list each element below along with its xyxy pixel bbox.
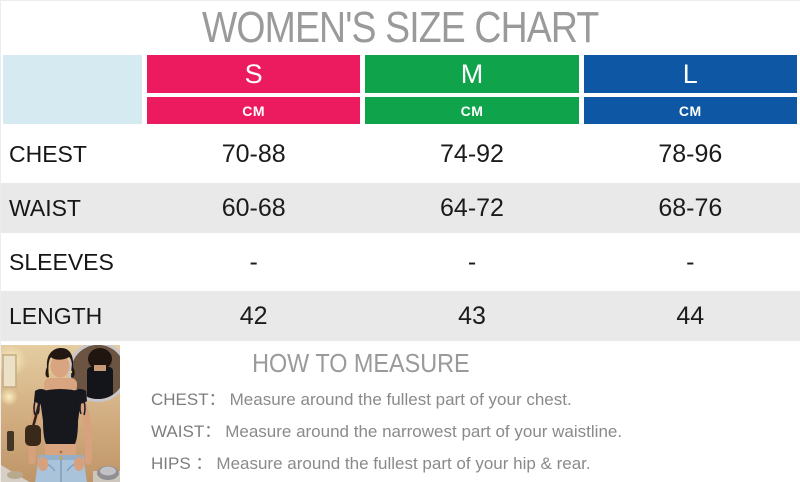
measure-text: Measure around the narrowest part of you… bbox=[225, 422, 623, 441]
table-row-chest: CHEST 70-88 74-92 78-96 bbox=[1, 129, 800, 179]
page-title: WOMEN'S SIZE CHART bbox=[1, 1, 800, 55]
table-row-sleeves: SLEEVES - - - bbox=[1, 237, 800, 287]
face bbox=[50, 354, 70, 378]
cell-sleeves-l: - bbox=[686, 247, 695, 276]
corner-cell bbox=[3, 55, 142, 124]
measure-label: HIPS ： bbox=[151, 454, 213, 473]
unit-header-row: CM CM CM bbox=[1, 97, 800, 124]
midriff bbox=[45, 444, 76, 456]
size-header-s: S bbox=[147, 55, 361, 93]
size-header-m: M bbox=[365, 55, 579, 93]
measure-line-chest: CHEST： Measure around the fullest part of… bbox=[151, 389, 572, 410]
measure-line-hips: HIPS ： Measure around the fullest part of… bbox=[151, 453, 591, 474]
row-label: CHEST bbox=[9, 140, 87, 167]
cell-length-l: 44 bbox=[676, 301, 705, 330]
cell-chest-l: 78-96 bbox=[658, 139, 723, 168]
sleeve-tie bbox=[79, 400, 86, 416]
shelf-object bbox=[7, 431, 14, 451]
how-to-measure-title: HOW TO MEASURE bbox=[252, 348, 470, 378]
cell-sleeves-s: - bbox=[249, 247, 258, 276]
row-label: SLEEVES bbox=[9, 248, 114, 275]
size-table-body: CHEST 70-88 74-92 78-96 WAIST 60-68 64-7… bbox=[1, 129, 800, 341]
unit-header-m: CM bbox=[365, 97, 579, 124]
jeans-button bbox=[59, 456, 63, 460]
sleeve-tie bbox=[33, 400, 40, 416]
model-photo bbox=[1, 345, 120, 482]
table-row-length: LENGTH 42 43 44 bbox=[1, 291, 800, 341]
navel bbox=[59, 450, 63, 454]
cell-length-s: 42 bbox=[239, 301, 268, 330]
measure-instructions: HOW TO MEASURE CHEST： Measure around the … bbox=[151, 345, 622, 474]
hair bbox=[45, 348, 75, 378]
table-row-waist: WAIST 60-68 64-72 68-76 bbox=[1, 183, 800, 233]
unit-header-l: CM bbox=[583, 97, 797, 124]
cell-waist-m: 64-72 bbox=[440, 193, 504, 222]
handbag bbox=[25, 425, 41, 446]
size-header-l: L bbox=[583, 55, 797, 93]
measure-text: Measure around the fullest part of your … bbox=[229, 390, 572, 409]
window-frame bbox=[2, 354, 17, 388]
cell-chest-m: 74-92 bbox=[440, 139, 504, 168]
measure-line-waist: WAIST： Measure around the narrowest part … bbox=[151, 421, 622, 442]
how-to-measure-section: HOW TO MEASURE CHEST： Measure around the … bbox=[1, 345, 800, 482]
model-figure bbox=[25, 348, 93, 482]
cell-waist-l: 68-76 bbox=[658, 193, 723, 222]
size-table-header: S M L CM CM CM bbox=[1, 55, 800, 124]
measure-label: CHEST： bbox=[151, 390, 226, 409]
cell-waist-s: 60-68 bbox=[221, 193, 286, 222]
row-label: LENGTH bbox=[9, 302, 103, 329]
cell-length-m: 43 bbox=[458, 301, 486, 330]
unit-header-s: CM bbox=[147, 97, 361, 124]
row-label: WAIST bbox=[9, 194, 81, 221]
warm-light bbox=[1, 388, 18, 406]
size-header-row: S M L bbox=[1, 55, 800, 93]
page-title-text: WOMEN'S SIZE CHART bbox=[202, 3, 599, 52]
measure-text: Measure around the fullest part of your … bbox=[216, 454, 591, 473]
measure-label: WAIST： bbox=[151, 422, 222, 441]
cell-chest-s: 70-88 bbox=[221, 139, 286, 168]
cell-sleeves-m: - bbox=[467, 247, 477, 276]
black-top bbox=[39, 389, 82, 444]
